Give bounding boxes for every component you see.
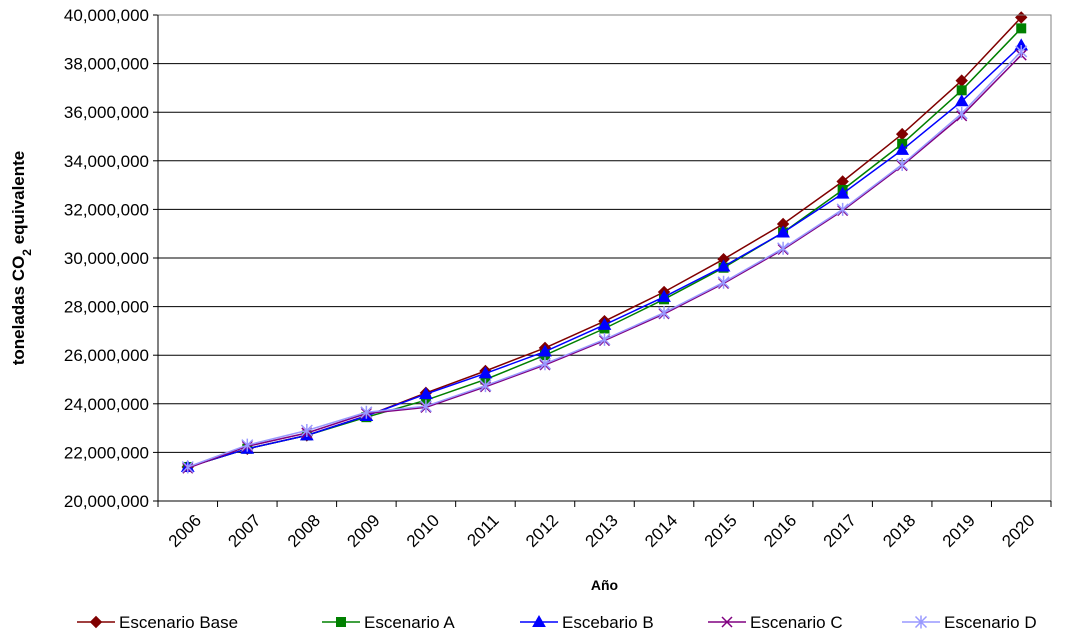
series-line [187, 27, 1022, 468]
y-tick-label: 34,000,000 [64, 152, 149, 171]
data-point [181, 460, 194, 474]
x-tick-label: 2006 [165, 511, 205, 551]
legend-marker [532, 614, 546, 627]
data-point [776, 225, 790, 238]
legend-item: Escebario B [520, 613, 654, 632]
axes: 20,000,000 22,000,000 24,000,000 26,000,000… [64, 6, 1052, 551]
series-line [187, 54, 1022, 469]
legend-item: Escenario C [708, 613, 843, 632]
data-point [360, 405, 373, 419]
y-tick-label: 24,000,000 [64, 395, 149, 414]
gridlines [158, 14, 1051, 453]
legend-label: Escenario Base [119, 613, 238, 632]
y-tick-label: 38,000,000 [64, 55, 149, 74]
data-point [1016, 23, 1027, 34]
y-tick-label: 28,000,000 [64, 298, 149, 317]
data-point [598, 332, 611, 346]
x-tick-label: 2014 [641, 511, 681, 551]
data-point [419, 387, 433, 400]
data-point [479, 379, 492, 393]
data-point [954, 94, 969, 107]
y-tick-label: 36,000,000 [64, 103, 149, 122]
data-point [300, 424, 313, 438]
data-point [895, 142, 910, 155]
data-point [657, 289, 671, 302]
x-tick-label: 2010 [403, 511, 443, 551]
data-point [835, 186, 850, 199]
data-point [241, 438, 254, 452]
legend-marker [89, 615, 103, 629]
data-point [538, 344, 552, 357]
legend-item: Escenario A [322, 613, 455, 632]
data-point [717, 275, 730, 289]
series-escenario-a [182, 23, 1027, 472]
x-tick-label: 2011 [463, 511, 502, 550]
x-tick-label: 2009 [343, 511, 383, 551]
y-axis-title: toneladas CO2 equivalente [9, 151, 34, 366]
legend-label: Escenario C [750, 613, 843, 632]
data-point [956, 85, 967, 96]
x-tick-label: 2007 [224, 511, 264, 551]
legend-marker [336, 617, 346, 627]
y-tick-label: 20,000,000 [64, 492, 149, 511]
legend-marker [914, 615, 928, 629]
data-point [716, 259, 731, 272]
data-point [478, 366, 493, 379]
data-point [836, 202, 849, 216]
legend-label: Escenario D [944, 613, 1037, 632]
y-tick-label: 40,000,000 [64, 6, 149, 25]
data-point [896, 157, 909, 171]
y-tick-label: 32,000,000 [64, 200, 149, 219]
x-tick-label: 2017 [820, 511, 860, 551]
x-tick-label: 2015 [701, 511, 741, 551]
legend-label: Escenario A [364, 613, 455, 632]
data-point [658, 306, 671, 320]
y-axis-title-suffix: equivalente [9, 151, 28, 249]
data-point [597, 317, 612, 330]
data-point [1015, 44, 1028, 58]
legend: Escenario Base Escenario A Escebario B Esce… [77, 613, 1037, 632]
data-point [955, 106, 968, 120]
legend-marker [721, 616, 733, 628]
series-escenario-d [181, 44, 1028, 474]
x-tick-label: 2008 [284, 511, 324, 551]
series-line [187, 16, 1022, 468]
x-axis-title: Año [591, 577, 618, 593]
legend-item: Escenario Base [77, 613, 238, 632]
legend-item: Escenario D [902, 613, 1037, 632]
data-point [538, 357, 551, 371]
x-tick-label: 2012 [522, 511, 562, 551]
series-escenario-c [182, 49, 1027, 474]
x-tick-label: 2018 [879, 511, 919, 551]
x-tick-label: 2013 [582, 511, 622, 551]
x-tick-label: 2016 [760, 511, 800, 551]
y-tick-label: 22,000,000 [64, 443, 149, 462]
data-point [777, 241, 790, 255]
series-line [187, 50, 1022, 468]
x-tick-label: 2019 [939, 511, 979, 551]
y-axis-title-text: toneladas CO [9, 256, 28, 366]
x-tick-label: 2020 [998, 511, 1038, 551]
data-point [419, 399, 432, 413]
series-layer [180, 11, 1029, 474]
series-escebario-b [180, 38, 1029, 472]
y-tick-label: 26,000,000 [64, 346, 149, 365]
y-tick-label: 30,000,000 [64, 249, 149, 268]
y-axis-title-subscript: 2 [20, 249, 34, 256]
legend-label: Escebario B [562, 613, 654, 632]
